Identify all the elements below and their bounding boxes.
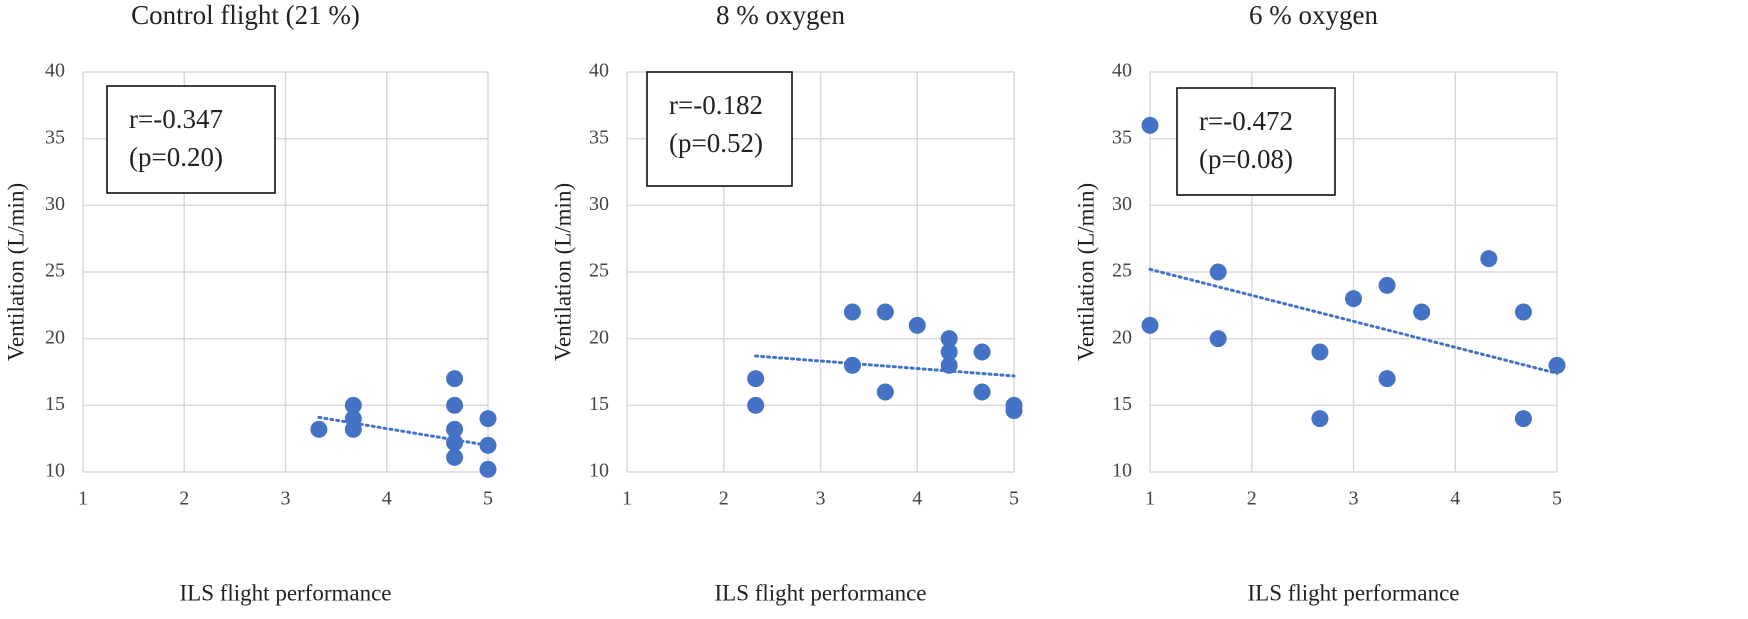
y-tick-label: 30 — [1112, 193, 1132, 215]
annotation-text: r=-0.472 — [1199, 106, 1293, 136]
annotation-text: (p=0.52) — [669, 128, 763, 158]
panel: 6 % oxygen 10 15 20 25 30 35 40 1 2 3 4 5 ILS flight … — [1073, 0, 1566, 605]
y-tick-label: 35 — [45, 126, 65, 148]
trendline — [1148, 267, 1559, 375]
y-tick-label: 40 — [45, 60, 65, 82]
x-axis-label: ILS flight performance — [1247, 580, 1459, 605]
point — [908, 316, 926, 334]
point — [446, 448, 464, 466]
panel: 8 % oxygen 10 15 20 25 30 35 40 1 2 3 4 5 ILS flight … — [550, 0, 1023, 605]
point — [876, 383, 894, 401]
x-tick-label: 5 — [1552, 488, 1562, 510]
x-tick-label: 2 — [719, 488, 729, 510]
y-tick-label: 25 — [589, 260, 609, 282]
y-tick-label: 40 — [589, 60, 609, 82]
point — [446, 396, 464, 414]
annotation-text: r=-0.182 — [669, 90, 763, 120]
panel: Control flight (21 %) 10 15 20 25 30 35 40 1 2 3 4 5… — [3, 0, 497, 605]
annotation-text: (p=0.20) — [129, 142, 223, 172]
y-tick-label: 25 — [1112, 260, 1132, 282]
y-tick-label: 40 — [1112, 60, 1132, 82]
chart-title: Control flight (21 %) — [131, 0, 360, 30]
y-tick-label: 15 — [1112, 393, 1132, 415]
point — [1378, 370, 1396, 388]
x-axis-label: ILS flight performance — [714, 580, 926, 605]
point — [1311, 343, 1329, 361]
y-axis-label: Ventilation (L/min) — [3, 183, 28, 361]
trendline — [317, 415, 490, 447]
x-axis-label: ILS flight performance — [179, 580, 391, 605]
y-tick-label: 10 — [589, 460, 609, 482]
y-axis-label: Ventilation (L/min) — [550, 183, 575, 361]
x-tick-label: 1 — [622, 488, 632, 510]
point — [940, 343, 958, 361]
y-tick-label: 20 — [1112, 326, 1132, 348]
point — [1378, 276, 1396, 294]
x-tick-label: 1 — [78, 488, 88, 510]
x-tick-label: 4 — [382, 488, 392, 510]
x-tick-label: 2 — [1247, 488, 1257, 510]
point — [747, 396, 765, 414]
chart-title: 6 % oxygen — [1249, 0, 1378, 30]
annotation-text: r=-0.347 — [129, 104, 223, 134]
x-tick-label: 4 — [912, 488, 922, 510]
point — [310, 420, 328, 438]
annotation-box — [646, 71, 793, 187]
x-tick-label: 4 — [1450, 488, 1460, 510]
x-tick-label: 5 — [483, 488, 493, 510]
point — [1311, 410, 1329, 428]
point — [973, 343, 991, 361]
x-tick-label: 3 — [816, 488, 826, 510]
chart-title: 8 % oxygen — [716, 0, 845, 30]
y-tick-label: 35 — [1112, 126, 1132, 148]
point — [940, 356, 958, 374]
annotation-box — [106, 85, 276, 194]
y-tick-label: 30 — [589, 193, 609, 215]
point — [876, 303, 894, 321]
x-tick-label: 3 — [281, 488, 291, 510]
y-tick-label: 15 — [589, 393, 609, 415]
point — [1413, 303, 1431, 321]
point — [747, 370, 765, 388]
point — [446, 434, 464, 452]
y-tick-label: 10 — [45, 460, 65, 482]
x-tick-label: 1 — [1145, 488, 1155, 510]
point — [940, 330, 958, 348]
point — [1209, 263, 1227, 281]
y-axis-label: Ventilation (L/min) — [1073, 183, 1098, 361]
point — [843, 303, 861, 321]
point — [1141, 316, 1159, 334]
x-tick-label: 5 — [1009, 488, 1019, 510]
point — [1345, 290, 1362, 308]
annotation-box — [1176, 87, 1336, 196]
point — [446, 370, 464, 388]
point — [1005, 402, 1023, 420]
point — [479, 410, 497, 428]
annotation-text: (p=0.08) — [1199, 144, 1293, 174]
point — [344, 396, 362, 414]
point — [1480, 250, 1498, 268]
x-tick-label: 3 — [1349, 488, 1359, 510]
point — [344, 420, 362, 438]
y-tick-label: 30 — [45, 193, 65, 215]
y-tick-label: 25 — [45, 260, 65, 282]
point — [1141, 116, 1159, 134]
point — [1514, 303, 1532, 321]
y-tick-label: 20 — [45, 326, 65, 348]
point — [1209, 330, 1227, 348]
y-tick-label: 10 — [1112, 460, 1132, 482]
point — [446, 420, 464, 438]
trendline — [754, 354, 1016, 378]
x-tick-label: 2 — [179, 488, 189, 510]
y-tick-label: 35 — [589, 126, 609, 148]
point — [1548, 356, 1566, 374]
point — [479, 460, 497, 478]
y-tick-label: 15 — [45, 393, 65, 415]
point — [973, 383, 991, 401]
point — [1514, 410, 1532, 428]
point — [843, 356, 861, 374]
y-tick-label: 20 — [589, 326, 609, 348]
